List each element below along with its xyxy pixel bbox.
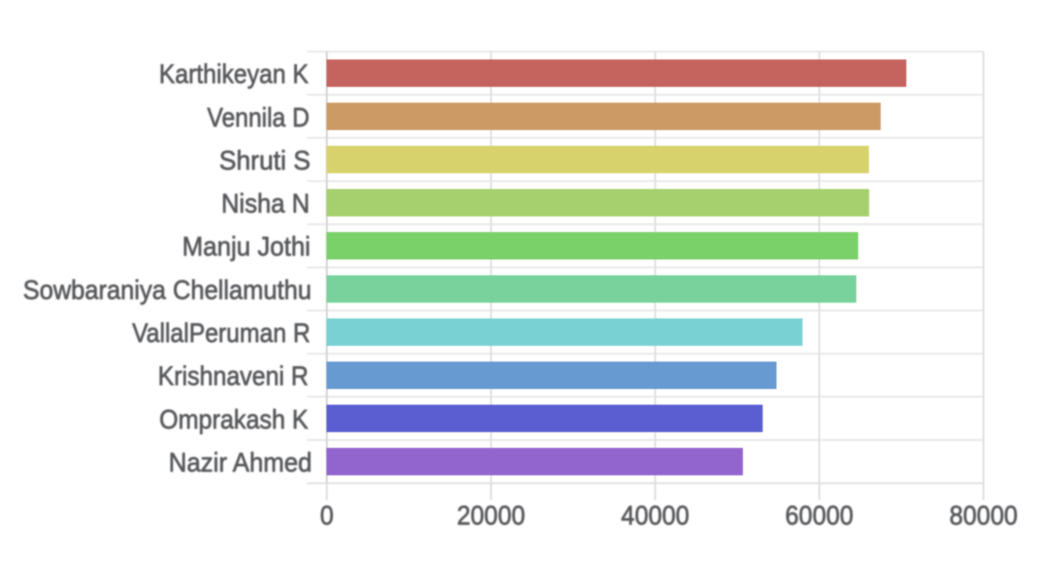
svg-text:Sowbaraniya Chellamuthu: Sowbaraniya Chellamuthu (23, 276, 312, 305)
svg-text:20000: 20000 (457, 501, 525, 530)
svg-text:Vennila D: Vennila D (207, 103, 309, 133)
svg-text:Omprakash K: Omprakash K (159, 405, 308, 434)
svg-text:Nazir Ahmed: Nazir Ahmed (169, 447, 312, 478)
svg-text:Manju Jothi: Manju Jothi (182, 231, 310, 262)
svg-text:80000: 80000 (949, 501, 1017, 530)
svg-text:0: 0 (320, 501, 334, 530)
svg-text:VallalPeruman R: VallalPeruman R (132, 319, 310, 349)
svg-text:40000: 40000 (621, 501, 689, 530)
svg-text:Krishnaveni R: Krishnaveni R (158, 362, 309, 391)
svg-text:Karthikeyan K: Karthikeyan K (159, 60, 309, 90)
svg-text:60000: 60000 (785, 501, 853, 530)
svg-text:Nisha N: Nisha N (221, 188, 310, 219)
svg-text:Shruti S: Shruti S (219, 145, 310, 176)
